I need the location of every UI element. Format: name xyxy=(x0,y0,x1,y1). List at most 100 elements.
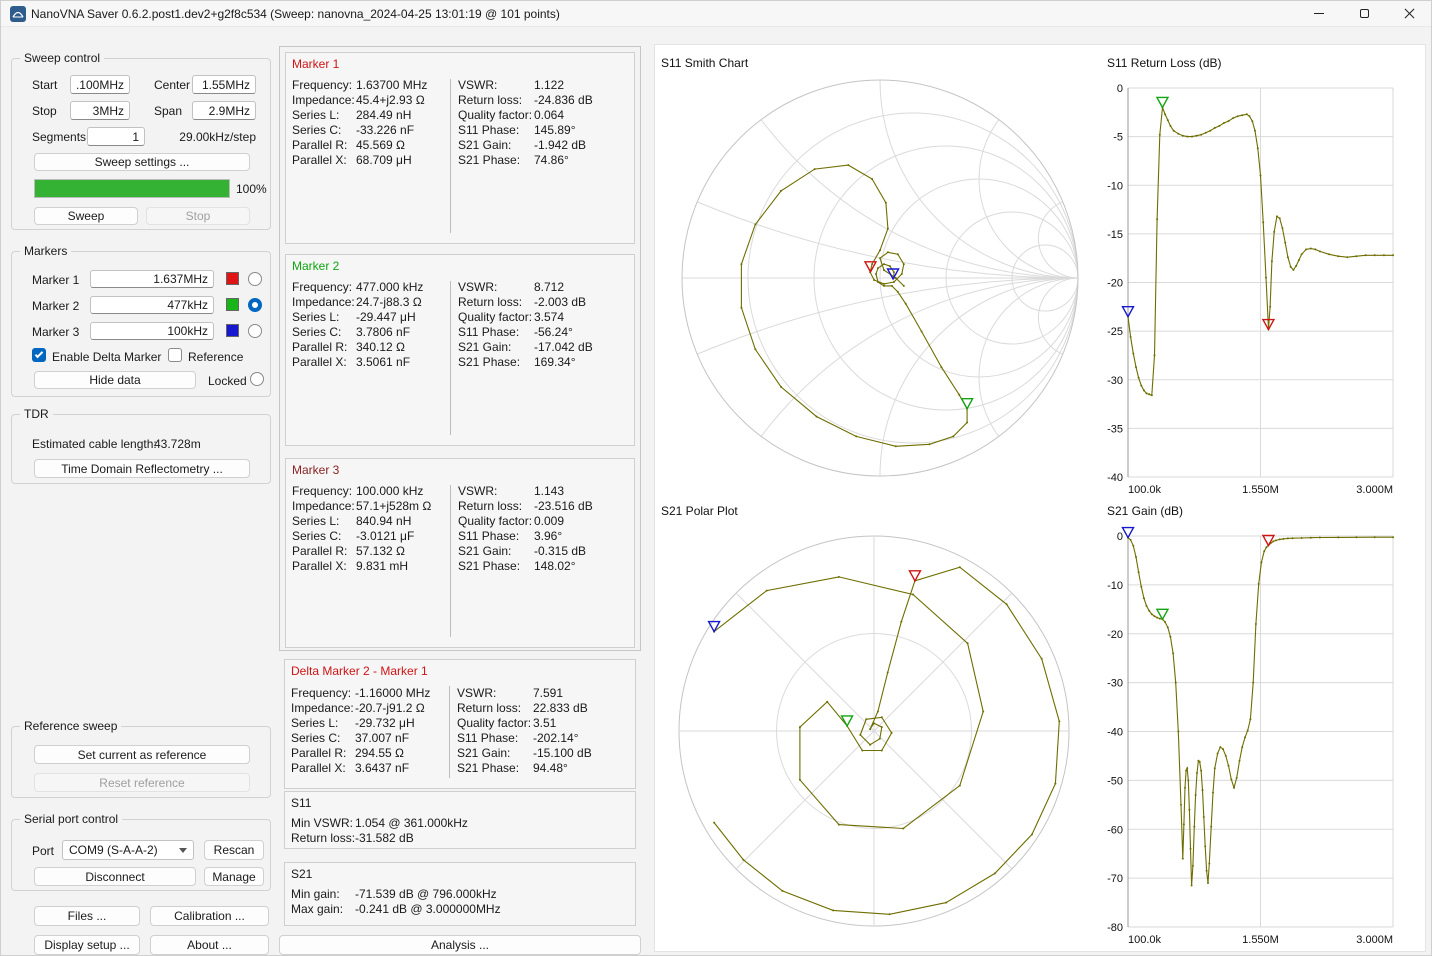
field-value: 9.831 mH xyxy=(356,559,409,573)
field-label: Return loss: xyxy=(291,831,356,845)
s21-summary-box: S21 Min gain: -71.539 dB @ 796.000kHz Max … xyxy=(284,862,636,926)
field-label: Impedance: xyxy=(292,295,355,309)
s11-summary-rows: Min VSWR: 1.054 @ 361.000kHz Return loss: -… xyxy=(291,816,621,846)
start-input[interactable]: .100MHz xyxy=(70,75,130,94)
svg-text:-5: -5 xyxy=(1113,132,1123,144)
marker2-data-title: Marker 2 xyxy=(292,259,340,273)
svg-text:-80: -80 xyxy=(1107,922,1123,934)
rescan-button[interactable]: Rescan xyxy=(204,840,264,860)
analysis-button[interactable]: Analysis ... xyxy=(279,935,641,955)
marker2-radio[interactable] xyxy=(248,298,262,312)
smith-chart-title: S11 Smith Chart xyxy=(661,56,749,70)
marker3-frequency-input[interactable]: 100kHz xyxy=(90,322,214,340)
serial-port-select[interactable]: COM9 (S-A-A-2) xyxy=(62,840,194,860)
field-value: 45.4+j2.93 Ω xyxy=(356,93,425,107)
s21-polar-plot[interactable] xyxy=(656,498,1101,953)
field-value: 284.49 nH xyxy=(356,108,412,122)
field-label: Parallel R: xyxy=(292,340,348,354)
marker2-color-swatch[interactable] xyxy=(226,298,239,311)
marker3-label: Marker 3 xyxy=(32,325,80,339)
tdr-title: TDR xyxy=(20,407,53,421)
svg-text:0: 0 xyxy=(1117,83,1123,95)
display-setup-button[interactable]: Display setup ... xyxy=(34,935,140,955)
sweep-button[interactable]: Sweep xyxy=(34,207,138,225)
sweep-settings-button[interactable]: Sweep settings ... xyxy=(34,153,250,171)
field-label: Quality factor: xyxy=(458,310,533,324)
field-value: -2.003 dB xyxy=(534,295,587,309)
divider xyxy=(450,79,451,233)
reset-reference-button[interactable]: Reset reference xyxy=(34,773,250,792)
field-label: Frequency: xyxy=(291,686,352,700)
delta-marker-title: Delta Marker 2 - Marker 1 xyxy=(291,664,428,678)
files-button[interactable]: Files ... xyxy=(34,906,140,926)
s11-smith-chart[interactable] xyxy=(656,46,1101,498)
data-row: S21 Phase: 74.86° xyxy=(458,153,634,168)
marker1-frequency-input[interactable]: 1.637MHz xyxy=(90,270,214,288)
maximize-button[interactable] xyxy=(1342,1,1386,26)
marker1-color-swatch[interactable] xyxy=(226,272,239,285)
field-value: 37.007 nF xyxy=(355,731,410,745)
segments-input[interactable]: 1 xyxy=(87,127,145,146)
data-row: S11 Phase: -56.24° xyxy=(458,325,634,340)
field-label: Series C: xyxy=(292,123,342,137)
marker1-data-box: Marker 1 Frequency: 1.63700 MHz Impedance:… xyxy=(285,52,635,244)
check-icon xyxy=(34,349,44,359)
field-value: 1.054 @ 361.000kHz xyxy=(355,816,468,830)
data-row: Quality factor: 3.51 xyxy=(457,716,633,731)
delta-marker-data-box: Delta Marker 2 - Marker 1 Frequency: -1.1… xyxy=(284,659,636,789)
marker1-radio[interactable] xyxy=(248,272,262,286)
data-row: Impedance: 24.7-j88.3 Ω xyxy=(292,295,448,310)
set-current-as-reference-button[interactable]: Set current as reference xyxy=(34,745,250,764)
window-title: NanoVNA Saver 0.6.2.post1.dev2+g2f8c534 … xyxy=(31,7,560,21)
marker3-color-swatch[interactable] xyxy=(226,324,239,337)
span-input[interactable]: 2.9MHz xyxy=(192,101,256,120)
field-value: 169.34° xyxy=(534,355,576,369)
about-button[interactable]: About ... xyxy=(150,935,269,955)
field-value: 477.000 kHz xyxy=(356,280,424,294)
reference-checkbox[interactable] xyxy=(168,348,182,362)
marker3-right-column: VSWR: 1.143 Return loss: -23.516 dB Quality … xyxy=(458,484,634,574)
close-button[interactable] xyxy=(1387,1,1431,26)
minimize-button[interactable] xyxy=(1297,1,1341,26)
field-label: Series L: xyxy=(292,310,340,324)
field-label: Series L: xyxy=(291,716,339,730)
s11-summary-title: S11 xyxy=(291,796,312,810)
s21-gain-chart[interactable]: 0 -10 -20 -30 -40 -50 -60 -70 -80 100.0k 1.550M 3.0… xyxy=(1101,498,1426,953)
field-label: S21 Phase: xyxy=(458,355,521,369)
s11-return-loss-chart[interactable]: 0 -5 -10 -15 -20 -25 -30 -35 -40 100.0k 1.550M 3.00… xyxy=(1101,46,1426,498)
field-value: -31.582 dB xyxy=(355,831,414,845)
stop-input[interactable]: 3MHz xyxy=(70,101,130,120)
hide-data-button[interactable]: Hide data xyxy=(34,371,196,389)
calibration-button[interactable]: Calibration ... xyxy=(150,906,269,926)
marker-data-panel: Marker 1 Frequency: 1.63700 MHz Impedance:… xyxy=(279,46,641,651)
field-label: S21 Gain: xyxy=(457,746,511,760)
stop-label: Stop xyxy=(32,104,57,118)
field-value: 100.000 kHz xyxy=(356,484,424,498)
marker2-frequency-input[interactable]: 477kHz xyxy=(90,296,214,314)
enable-delta-marker-checkbox[interactable] xyxy=(32,348,46,362)
time-domain-reflectometry-button[interactable]: Time Domain Reflectometry ... xyxy=(34,459,250,478)
markers-group: Markers Marker 1 1.637MHz Marker 2 477kH… xyxy=(11,244,271,397)
marker3-radio[interactable] xyxy=(248,324,262,338)
manage-button[interactable]: Manage xyxy=(204,867,264,886)
data-row: Frequency: -1.16000 MHz xyxy=(291,686,447,701)
stop-sweep-button[interactable]: Stop xyxy=(146,207,250,225)
svg-text:-10: -10 xyxy=(1107,580,1123,592)
disconnect-button[interactable]: Disconnect xyxy=(34,867,196,886)
field-label: Series L: xyxy=(292,108,340,122)
data-row: Series C: 37.007 nF xyxy=(291,731,447,746)
field-label: Impedance: xyxy=(292,499,355,513)
titlebar[interactable]: NanoVNA Saver 0.6.2.post1.dev2+g2f8c534 … xyxy=(1,1,1431,27)
data-row: Min gain: -71.539 dB @ 796.000kHz xyxy=(291,887,621,902)
data-row: Min VSWR: 1.054 @ 361.000kHz xyxy=(291,816,621,831)
step-size-text: 29.00kHz/step xyxy=(179,130,256,144)
field-value: -56.24° xyxy=(534,325,573,339)
field-value: 94.48° xyxy=(533,761,568,775)
svg-text:-40: -40 xyxy=(1107,472,1123,484)
data-row: Parallel R: 294.55 Ω xyxy=(291,746,447,761)
field-label: S11 Phase: xyxy=(458,123,520,137)
field-value: -15.100 dB xyxy=(533,746,592,760)
svg-text:-20: -20 xyxy=(1107,629,1123,641)
locked-radio[interactable] xyxy=(250,372,264,386)
center-input[interactable]: 1.55MHz xyxy=(192,75,256,94)
